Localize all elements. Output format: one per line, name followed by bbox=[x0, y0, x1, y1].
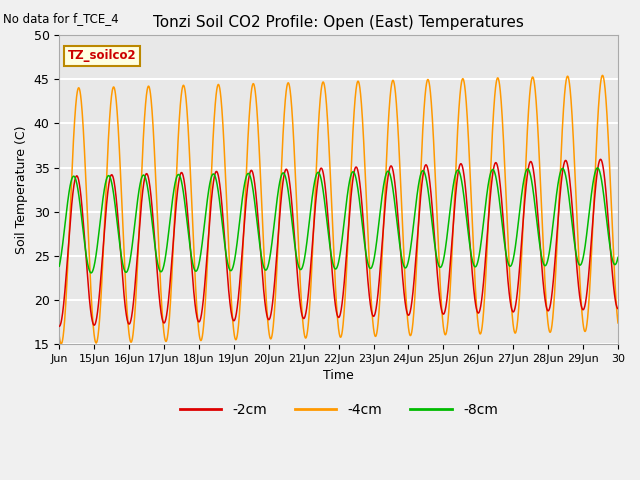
Title: Tonzi Soil CO2 Profile: Open (East) Temperatures: Tonzi Soil CO2 Profile: Open (East) Temp… bbox=[153, 15, 524, 30]
Text: TZ_soilco2: TZ_soilco2 bbox=[68, 49, 136, 62]
X-axis label: Time: Time bbox=[323, 369, 354, 382]
Legend: -2cm, -4cm, -8cm: -2cm, -4cm, -8cm bbox=[174, 397, 503, 422]
Text: No data for f_TCE_4: No data for f_TCE_4 bbox=[3, 12, 119, 25]
Y-axis label: Soil Temperature (C): Soil Temperature (C) bbox=[15, 125, 28, 254]
